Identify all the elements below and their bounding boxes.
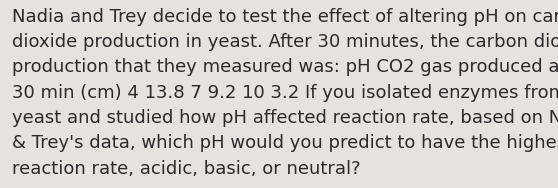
Text: Nadia and Trey decide to test the effect of altering pH on carbon: Nadia and Trey decide to test the effect… [12, 8, 558, 26]
Text: 30 min (cm) 4 13.8 7 9.2 10 3.2 If you isolated enzymes from: 30 min (cm) 4 13.8 7 9.2 10 3.2 If you i… [12, 84, 558, 102]
Text: dioxide production in yeast. After 30 minutes, the carbon dioxide: dioxide production in yeast. After 30 mi… [12, 33, 558, 51]
Text: reaction rate, acidic, basic, or neutral?: reaction rate, acidic, basic, or neutral… [12, 160, 361, 178]
Text: yeast and studied how pH affected reaction rate, based on Nadia: yeast and studied how pH affected reacti… [12, 109, 558, 127]
Text: & Trey's data, which pH would you predict to have the highest: & Trey's data, which pH would you predic… [12, 134, 558, 152]
Text: production that they measured was: pH CO2 gas produced after: production that they measured was: pH CO… [12, 58, 558, 76]
